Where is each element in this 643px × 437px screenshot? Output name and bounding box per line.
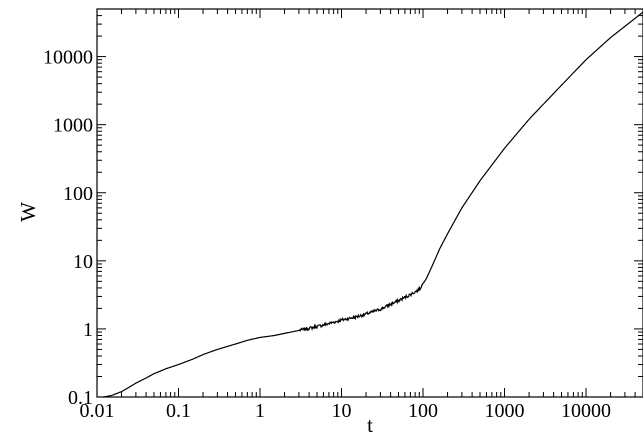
axis-ticks	[96, 8, 643, 398]
x-tick-label: 10	[332, 400, 352, 422]
y-tick-label: 10000	[43, 47, 93, 69]
series-line	[103, 11, 643, 398]
x-tick-label: 1000	[485, 400, 525, 422]
x-tick-label: 0.1	[166, 400, 191, 422]
x-tick-label: 1	[255, 400, 265, 422]
y-tick-label: 0.1	[68, 387, 93, 409]
y-tick-label: 1000	[53, 115, 93, 137]
x-tick-label: 10000	[561, 400, 611, 422]
y-axis-label: W	[16, 202, 40, 222]
y-tick-label: 100	[63, 183, 93, 205]
x-tick-label: 100	[408, 400, 438, 422]
plot-frame	[96, 8, 643, 398]
y-tick-label: 1	[83, 319, 93, 341]
x-tick-label: 0.01	[80, 400, 115, 422]
x-axis-label: t	[367, 413, 373, 437]
y-tick-label: 10	[73, 251, 93, 273]
